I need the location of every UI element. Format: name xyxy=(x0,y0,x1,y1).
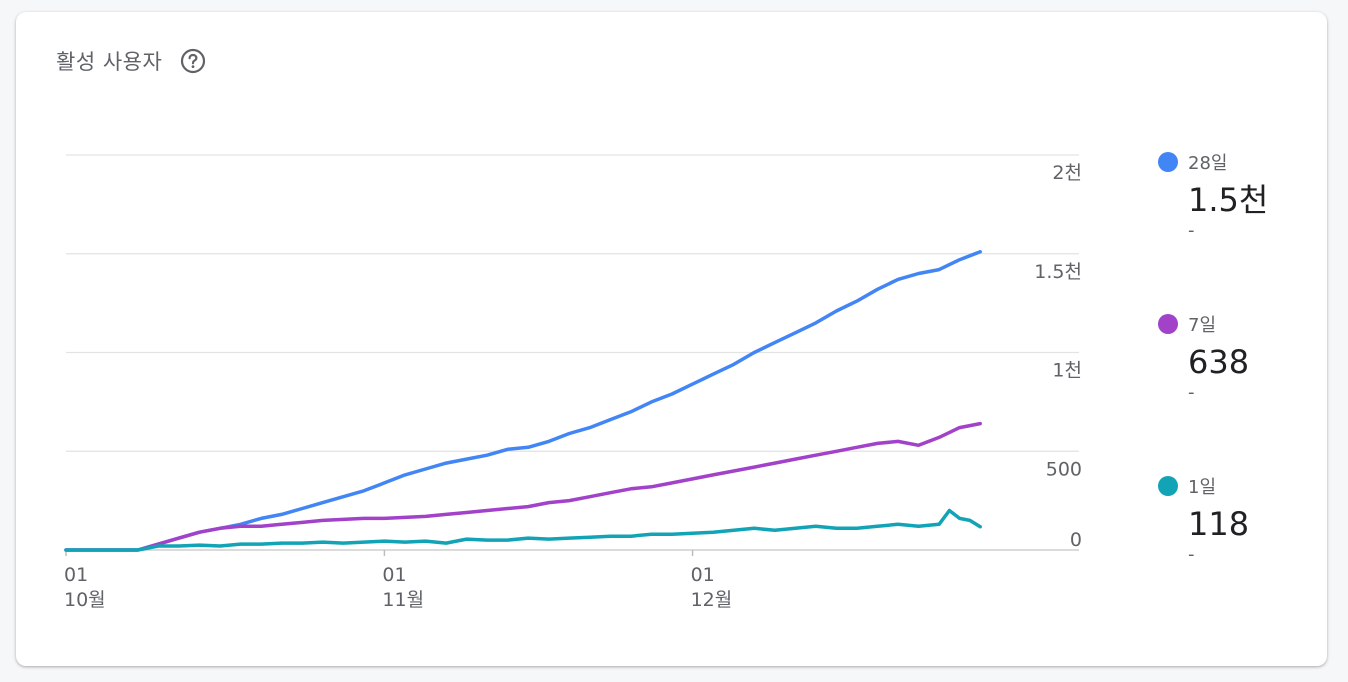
legend-label-28d: 28일 xyxy=(1188,153,1228,174)
x-tick-month-label: 12월 xyxy=(691,589,733,611)
series-line-7d[interactable] xyxy=(64,421,982,552)
legend-value-1d: 118 xyxy=(1188,505,1250,543)
card-header: 활성 사용자 xyxy=(56,46,206,76)
y-tick-label: 500 xyxy=(1046,458,1082,480)
legend-value-7d: 638 xyxy=(1188,343,1250,381)
legend-change-1d: - xyxy=(1188,544,1195,565)
legend-change-28d: - xyxy=(1188,220,1195,241)
legend-dot-28d xyxy=(1158,152,1178,172)
legend-change-7d: - xyxy=(1188,382,1195,403)
legend-label-1d: 1일 xyxy=(1188,477,1217,498)
x-axis-ticks: 01 10월 01 11월 01 12월 xyxy=(64,550,732,611)
legend-item-1d[interactable]: 1일 118 - xyxy=(1158,473,1318,567)
legend-item-7d[interactable]: 7일 638 - xyxy=(1158,311,1318,405)
x-tick-month-label: 11월 xyxy=(382,589,424,611)
active-users-line-chart: 0 500 1천 1.5천 2천 01 10월 01 11월 01 12월 xyxy=(64,154,1082,611)
card-title: 활성 사용자 xyxy=(56,50,163,74)
legend-label-7d: 7일 xyxy=(1188,315,1217,336)
x-tick-day-label: 01 xyxy=(64,564,88,586)
series-lines xyxy=(64,250,982,552)
y-tick-label: 1천 xyxy=(1052,360,1082,382)
active-users-card: 활성 사용자 0 500 1천 1.5천 2천 01 10월 01 11월 01 12월 28일 … xyxy=(16,12,1327,666)
y-tick-label: 0 xyxy=(1070,529,1082,551)
x-tick-day-label: 01 xyxy=(691,564,715,586)
x-tick-month-label: 10월 xyxy=(64,589,106,611)
x-tick-day-label: 01 xyxy=(382,564,406,586)
y-tick-label: 2천 xyxy=(1052,162,1082,184)
y-tick-label: 1.5천 xyxy=(1034,261,1082,283)
grid-lines xyxy=(66,154,1079,551)
help-circle-icon[interactable] xyxy=(180,48,206,74)
series-line-1d[interactable] xyxy=(64,508,982,552)
legend-value-28d: 1.5천 xyxy=(1188,181,1269,219)
y-axis-ticks: 0 500 1천 1.5천 2천 xyxy=(1034,162,1082,551)
legend-dot-7d xyxy=(1158,314,1178,334)
series-line-28d[interactable] xyxy=(64,250,982,552)
legend-item-28d[interactable]: 28일 1.5천 - xyxy=(1158,149,1318,243)
legend-dot-1d xyxy=(1158,476,1178,496)
